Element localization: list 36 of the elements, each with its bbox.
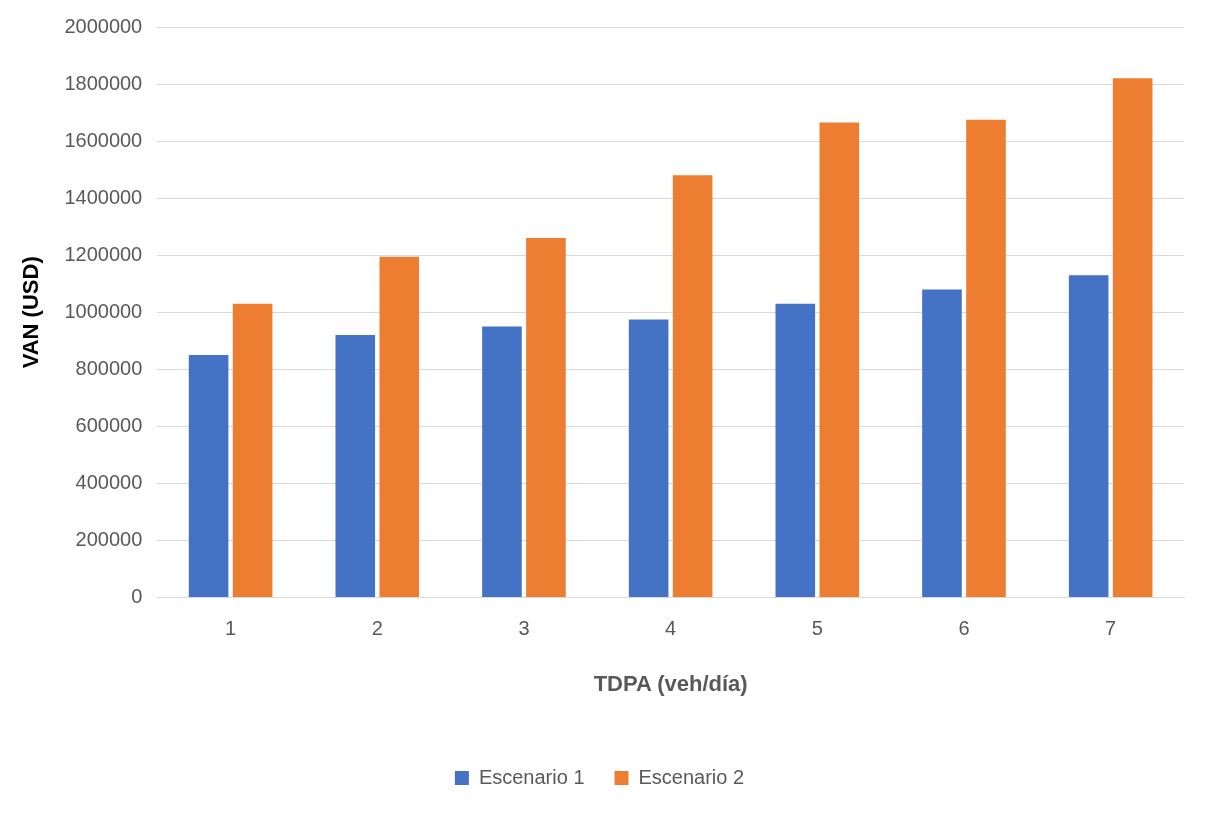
bar [819, 122, 860, 598]
bar [379, 256, 420, 598]
y-tick-label: 400000 [75, 471, 143, 493]
legend-label: Escenario 2 [638, 765, 745, 788]
y-tick-label: 200000 [75, 528, 143, 551]
bar [335, 335, 376, 598]
bar [775, 303, 816, 598]
bar [1068, 275, 1109, 598]
bar [482, 326, 522, 598]
y-axis-title: VAN (USD) [18, 256, 44, 369]
x-tick-label: 4 [665, 617, 677, 640]
x-tick-label: 2 [371, 617, 383, 640]
y-tick-label: 1800000 [64, 71, 143, 94]
y-tick-label: 1400000 [64, 185, 143, 208]
bar [628, 319, 669, 598]
bar [966, 119, 1006, 598]
bar [232, 303, 273, 598]
y-tick-label: 1600000 [64, 128, 143, 151]
bar [922, 289, 962, 598]
x-tick-label: 6 [958, 617, 970, 640]
bar [188, 355, 229, 598]
legend-label: Escenario 1 [478, 765, 585, 788]
x-tick-label: 5 [811, 617, 823, 640]
y-tick-label: 800000 [75, 356, 143, 379]
bar [1112, 78, 1153, 598]
y-tick-label: 600000 [75, 413, 143, 436]
x-tick-label: 1 [225, 617, 237, 640]
y-tick-label: 2000000 [64, 14, 143, 37]
y-tick-label: 0 [131, 585, 143, 608]
y-tick-label: 1000000 [64, 299, 143, 322]
x-tick-label: 7 [1105, 617, 1117, 640]
x-axis-title: TDPA (veh/día) [593, 670, 748, 696]
bar [526, 238, 566, 598]
x-tick-label: 3 [518, 617, 530, 640]
bar [672, 175, 713, 598]
y-tick-label: 1200000 [64, 242, 143, 265]
